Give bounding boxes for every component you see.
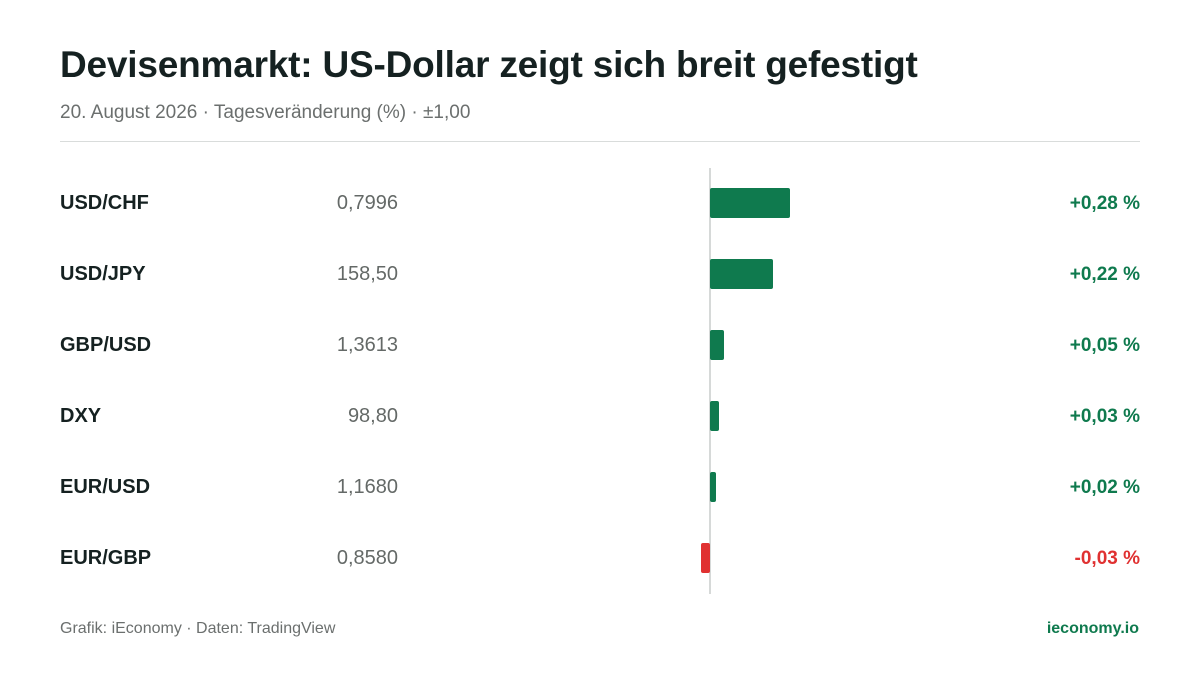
table-row: EUR/GBP 0,8580 -0,03 % [60,523,1140,594]
rate-value: 0,7996 [336,192,398,214]
change-label: +0,03 % [1069,406,1140,427]
change-label: +0,05 % [1069,335,1140,356]
source-credit: Grafik: iEconomy · Daten: TradingView [60,620,336,637]
table-row: DXY 98,80 +0,03 % [60,381,1140,452]
zero-axis-line [709,168,711,594]
change-label: +0,28 % [1069,193,1140,214]
brand-link[interactable]: ieconomy.io [1046,620,1139,637]
table-row: USD/CHF 0,7996 +0,28 % [60,168,1140,239]
chart-title: Devisenmarkt: US-Dollar zeigt sich breit… [60,44,918,85]
rate-value: 158,50 [336,263,398,285]
rate-value: 1,3613 [336,334,398,356]
change-bar [710,472,716,502]
change-label: +0,02 % [1069,477,1140,498]
pair-label: EUR/USD [60,476,151,498]
pair-label: GBP/USD [60,334,152,356]
header-divider [60,141,1140,142]
change-label: -0,03 % [1074,548,1140,569]
pair-label: EUR/GBP [60,547,152,569]
table-row: GBP/USD 1,3613 +0,05 % [60,310,1140,381]
change-bar [710,188,791,218]
change-bar [710,259,773,289]
chart-subtitle: 20. August 2026 · Tagesveränderung (%) ·… [60,102,471,123]
change-bar [701,543,710,573]
pair-label: DXY [60,405,102,427]
pair-label: USD/JPY [60,263,146,285]
rate-value: 0,8580 [336,547,398,569]
rate-value: 98,80 [347,405,398,427]
pair-label: USD/CHF [60,192,149,214]
change-bar [710,330,725,360]
change-label: +0,22 % [1069,264,1140,285]
table-row: USD/JPY 158,50 +0,22 % [60,239,1140,310]
change-bar [710,401,719,431]
table-row: EUR/USD 1,1680 +0,02 % [60,452,1140,523]
rate-value: 1,1680 [336,476,398,498]
